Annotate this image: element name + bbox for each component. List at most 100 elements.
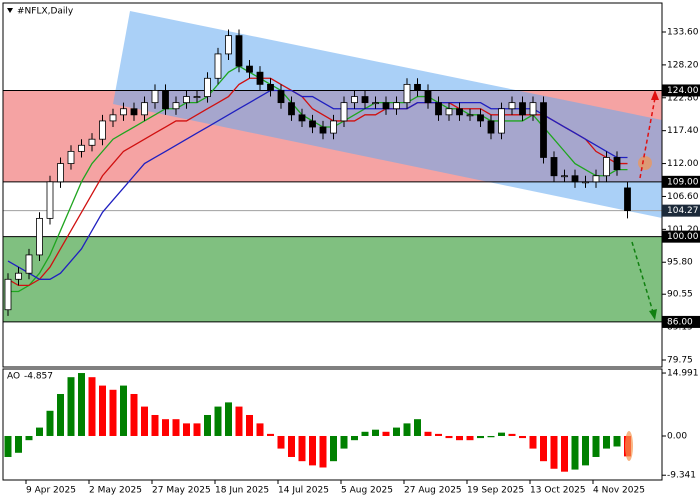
candle-body	[309, 120, 316, 128]
ao-bar	[372, 429, 379, 436]
ao-bar	[57, 393, 64, 436]
x-tick-label: 4 Nov 2025	[593, 486, 645, 496]
ao-bar	[393, 427, 400, 436]
ao-bar	[235, 406, 243, 436]
ao-bar	[414, 419, 421, 436]
y-tick-label: 128.20	[667, 60, 699, 70]
candle-body	[435, 102, 442, 116]
ao-bar	[120, 385, 127, 436]
ao-bar	[508, 433, 516, 436]
candle-body	[130, 108, 138, 116]
last-price-label: 104.27	[667, 206, 699, 216]
candle-body	[351, 96, 358, 104]
candle-body	[67, 150, 75, 164]
ao-bar	[456, 435, 463, 441]
candle-body	[172, 102, 180, 110]
symbol-icon	[7, 8, 13, 13]
ao-bar	[246, 414, 253, 436]
x-tick-label: 14 Jul 2025	[278, 486, 329, 496]
ao-bar	[382, 431, 390, 436]
arrow-head	[651, 90, 659, 100]
y-tick-label: 112.00	[667, 159, 699, 169]
level-box	[662, 315, 700, 328]
candle-body	[477, 114, 484, 122]
ao-bar	[162, 419, 169, 436]
candle-body	[204, 77, 211, 97]
candle-body	[571, 175, 579, 183]
x-tick-label: 18 Jun 2025	[215, 486, 269, 496]
candle-body	[466, 114, 474, 117]
ao-bar	[561, 435, 568, 472]
candle-body	[246, 65, 253, 73]
ao-bar	[309, 435, 316, 466]
candle-body	[267, 83, 274, 91]
ao-bar	[183, 423, 190, 436]
candle-body	[519, 102, 526, 116]
candles	[4, 29, 631, 316]
ao-bar	[88, 377, 96, 436]
ao-bar	[67, 377, 75, 436]
level-label: 124.00	[667, 86, 699, 96]
candle-body	[445, 108, 453, 116]
ao-bar	[99, 385, 106, 436]
arrow	[631, 241, 654, 313]
ao-bar	[130, 393, 138, 436]
ao-bar	[330, 435, 337, 462]
candle-body	[487, 120, 495, 134]
ao-bar	[172, 419, 180, 436]
candle-body	[141, 102, 148, 116]
level-label: 86.00	[667, 317, 693, 327]
ao-bar	[477, 435, 484, 439]
price-channel	[113, 11, 662, 218]
ao-bar	[540, 435, 547, 462]
y-tick-label: 95.80	[667, 258, 693, 268]
candle-body	[540, 102, 547, 158]
ao-bar	[403, 423, 411, 436]
candle-body	[235, 35, 243, 67]
ao-histogram	[4, 373, 631, 472]
candle-body	[456, 108, 463, 116]
highlight	[638, 156, 652, 170]
candle-body	[550, 157, 558, 177]
x-tick-label: 27 May 2025	[152, 486, 211, 496]
ao-bar	[487, 435, 495, 438]
ao-bar	[571, 435, 579, 470]
indicator-value: -4.857	[24, 372, 53, 382]
candle-body	[403, 83, 411, 104]
candle-body	[183, 96, 190, 104]
x-tick-label: 27 Aug 2025	[404, 486, 462, 496]
y-tick-label: 14.991	[667, 369, 699, 379]
level-box	[662, 175, 700, 188]
candle-body	[151, 90, 159, 104]
ao-bar	[288, 435, 295, 457]
candle-body	[529, 102, 537, 116]
y-tick-label: -9.341	[667, 471, 696, 481]
ao-bar	[424, 431, 432, 436]
candle-body	[193, 96, 201, 98]
candle-body	[424, 90, 432, 104]
y-tick-label: 122.80	[667, 93, 699, 103]
ao-bar	[15, 435, 22, 453]
candle-body	[109, 114, 117, 122]
x-tick-label: 19 Sep 2025	[467, 486, 524, 496]
y-tick-label: 0.00	[667, 431, 687, 441]
candle-body	[256, 71, 264, 85]
x-tick-label: 9 Apr 2025	[26, 486, 76, 496]
y-tick-label: 106.60	[667, 192, 699, 202]
ao-bar	[25, 435, 33, 441]
candle-body	[592, 175, 600, 183]
candle-body	[214, 53, 222, 79]
ao-bar	[529, 435, 537, 449]
candle-body	[624, 187, 631, 212]
y-tick-label: 133.60	[667, 27, 699, 37]
x-tick-label: 2 May 2025	[89, 486, 142, 496]
candle-body	[382, 102, 390, 110]
candle-body	[319, 126, 327, 134]
candle-body	[361, 96, 369, 104]
candle-body	[603, 157, 610, 177]
ao-bar	[141, 406, 148, 436]
candle-body	[88, 138, 96, 146]
ao-bar	[214, 406, 222, 436]
ao-bar	[613, 435, 621, 447]
